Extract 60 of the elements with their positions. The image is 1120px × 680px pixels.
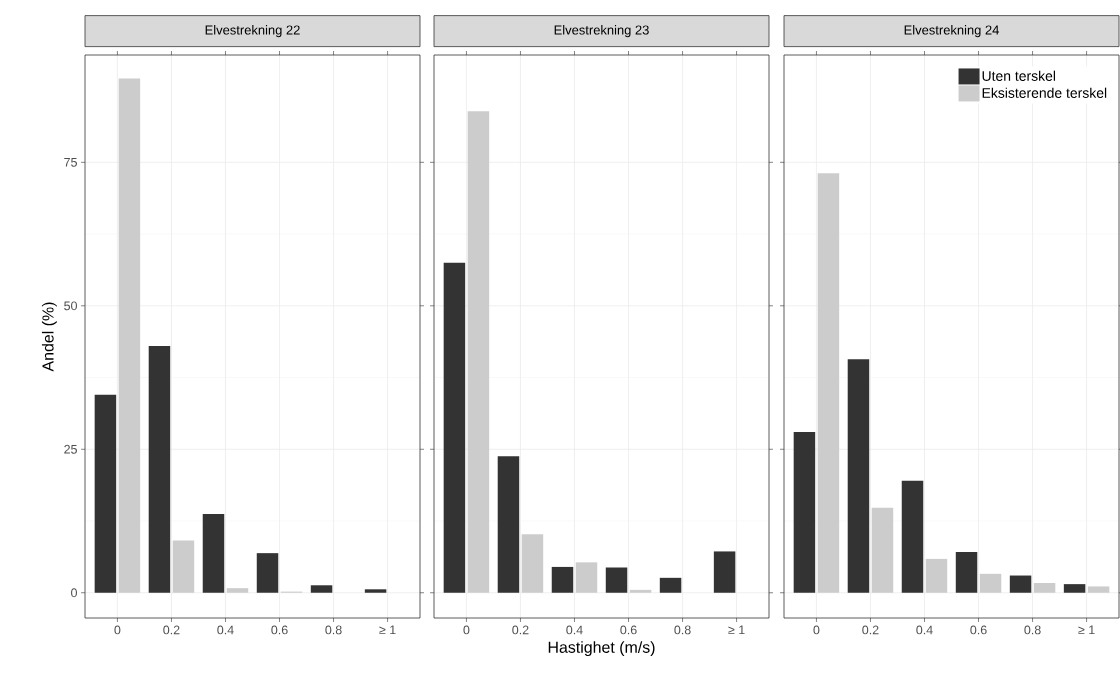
y-tick-label: 75: [64, 157, 77, 167]
bar: [364, 589, 387, 593]
y-tick-label: 50: [64, 301, 77, 311]
x-tick-label: 0.2: [512, 625, 529, 635]
bar: [256, 553, 279, 593]
x-tick-label: 0.4: [217, 625, 234, 635]
bar: [871, 507, 894, 593]
x-tick-label: 0.4: [916, 625, 933, 635]
x-tick-label: ≥ 1: [379, 625, 396, 635]
y-tick-label: 25: [64, 444, 77, 454]
x-tick-label: 0.8: [1024, 625, 1041, 635]
bar: [172, 540, 195, 593]
bar: [713, 551, 736, 593]
bar: [497, 456, 520, 593]
chart-title: Elvestrekning 24: [904, 25, 999, 38]
bar: [901, 480, 924, 593]
x-tick-label: 0.2: [163, 625, 180, 635]
bar: [148, 345, 171, 593]
x-tick-label: 0.6: [271, 625, 288, 635]
x-tick-label: 0.6: [970, 625, 987, 635]
bar: [925, 558, 948, 593]
bar: [310, 585, 333, 593]
bar: [659, 577, 682, 593]
bar: [521, 534, 544, 593]
bar: [793, 432, 816, 593]
bar: [1063, 584, 1086, 593]
chart-title: Elvestrekning 22: [205, 25, 300, 38]
x-tick-label: 0.4: [566, 625, 583, 635]
bar: [467, 111, 490, 593]
legend-label: Uten terskel: [982, 70, 1056, 81]
bar: [443, 262, 466, 593]
x-tick-label: 0.2: [862, 625, 879, 635]
bar: [979, 573, 1002, 593]
x-tick-label: ≥ 1: [1078, 625, 1095, 635]
legend-label: Eksisterende terskel: [982, 87, 1107, 98]
bar: [955, 552, 978, 593]
x-axis-title: Hastighet (m/s): [548, 641, 655, 657]
x-tick-label: 0: [463, 625, 470, 635]
bar: [605, 567, 628, 593]
x-tick-label: 0.8: [674, 625, 691, 635]
bar: [94, 394, 117, 593]
bar: [202, 514, 225, 593]
chart-title: Elvestrekning 23: [554, 25, 649, 38]
bar: [226, 588, 249, 593]
x-tick-label: 0.8: [325, 625, 342, 635]
bar: [1033, 582, 1056, 593]
bar: [551, 566, 574, 593]
bar: [629, 589, 652, 593]
bar: [575, 562, 598, 593]
x-tick-label: 0: [813, 625, 820, 635]
y-tick-label: 0: [71, 588, 77, 598]
y-axis-title: Andel (%): [41, 302, 57, 372]
bar: [847, 359, 870, 593]
x-tick-label: ≥ 1: [728, 625, 745, 635]
x-tick-label: 0: [114, 625, 121, 635]
x-tick-label: 0.6: [620, 625, 637, 635]
bar: [118, 78, 141, 593]
bar: [817, 173, 840, 593]
bar: [1009, 575, 1032, 593]
bar: [1087, 586, 1110, 593]
